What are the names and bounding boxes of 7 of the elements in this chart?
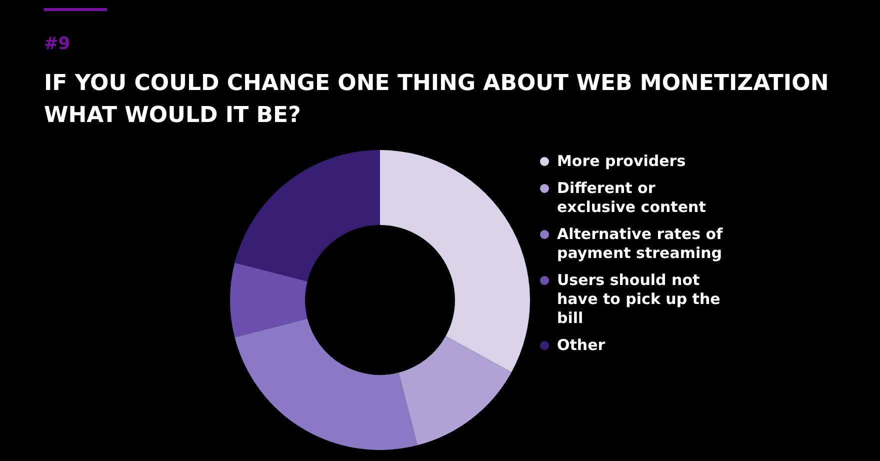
legend-label: Alternative rates of payment streaming (557, 225, 724, 263)
legend-label: More providers (557, 152, 686, 171)
legend-label: Different or exclusive content (557, 179, 707, 217)
legend-label: Other (557, 336, 606, 355)
chart-title: IF YOU COULD CHANGE ONE THING ABOUT WEB MONETIZATION WHAT WOULD IT BE? (44, 70, 830, 130)
text: #9 (44, 34, 70, 54)
legend-label: Users should not have to pick up the bill (557, 271, 722, 328)
